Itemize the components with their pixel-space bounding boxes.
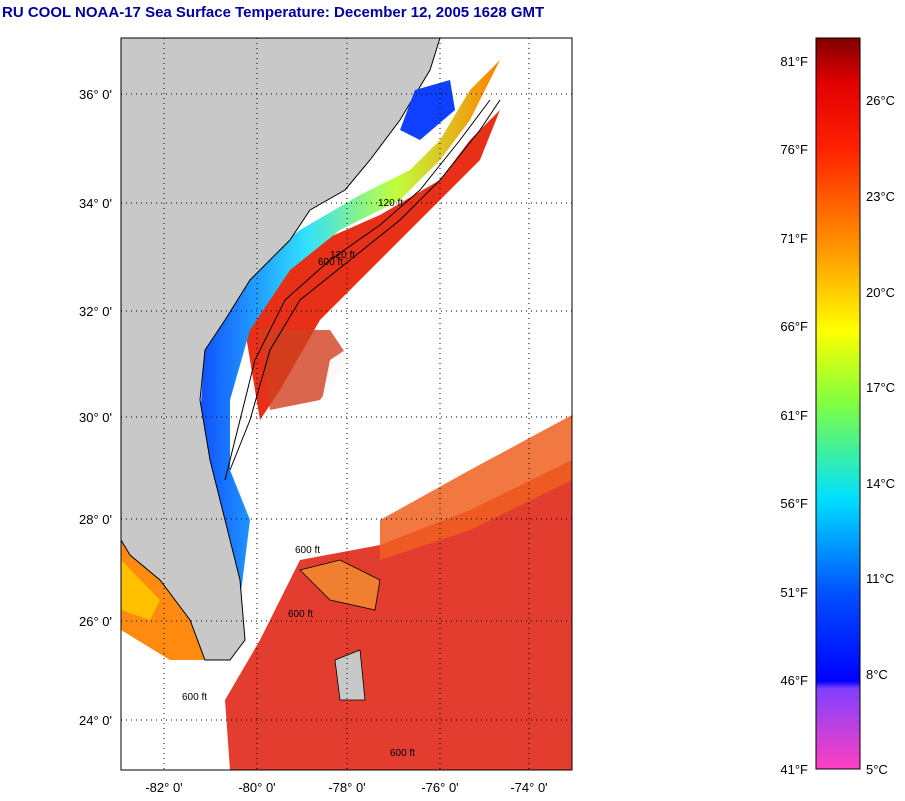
bahamas-bank	[299, 559, 381, 611]
c-label: 5°C	[866, 762, 888, 777]
sst-warm-south	[225, 460, 572, 770]
f-label: 66°F	[780, 319, 808, 334]
map-frame	[120, 37, 573, 771]
contour-label: 120 ft	[378, 198, 403, 209]
graticule	[121, 38, 572, 770]
map-body	[121, 38, 572, 770]
contour-label: 600 ft	[182, 692, 207, 703]
contour-120ft	[224, 99, 491, 481]
f-label: 71°F	[780, 231, 808, 246]
lat-label: 26° 0'	[79, 614, 112, 629]
sst-warm-band	[380, 415, 572, 560]
colorbar-celsius: 26°C 23°C 20°C 17°C 14°C 11°C 8°C 5°C	[866, 93, 895, 777]
lon-label: -76° 0'	[421, 780, 458, 795]
sound-water	[400, 80, 455, 140]
cloud-streak-2	[260, 380, 572, 530]
contour-label: 600 ft	[288, 609, 313, 620]
sst-gulf-edge	[121, 560, 160, 620]
c-label: 8°C	[866, 667, 888, 682]
c-label: 14°C	[866, 476, 895, 491]
c-label: 23°C	[866, 189, 895, 204]
contour-600ft	[229, 99, 501, 471]
lon-label: -74° 0'	[510, 780, 547, 795]
land-mass	[121, 38, 441, 661]
lat-label: 32° 0'	[79, 304, 112, 319]
contour-label: 120 ft	[330, 250, 355, 261]
island	[334, 649, 366, 701]
contour-label: 600 ft	[295, 545, 320, 556]
contour-labels: 120 ft 600 ft 120 ft 600 ft 600 ft 600 f…	[182, 198, 415, 759]
c-label: 11°C	[866, 571, 894, 586]
lon-label: -82° 0'	[145, 780, 182, 795]
lat-label: 30° 0'	[79, 410, 112, 425]
cloud-streak	[310, 220, 572, 460]
lon-label: -78° 0'	[328, 780, 365, 795]
f-label: 61°F	[780, 408, 808, 423]
map-title: RU COOL NOAA-17 Sea Surface Temperature:…	[2, 4, 545, 21]
f-label: 41°F	[780, 762, 808, 777]
lon-label: -80° 0'	[238, 780, 275, 795]
lat-label: 24° 0'	[79, 713, 112, 728]
contour-label: 600 ft	[318, 257, 343, 268]
f-label: 46°F	[780, 673, 808, 688]
colorbar-fahrenheit: 81°F 76°F 71°F 66°F 61°F 56°F 51°F 46°F …	[780, 54, 808, 777]
lat-label: 28° 0'	[79, 512, 112, 527]
c-label: 26°C	[866, 93, 895, 108]
c-label: 17°C	[866, 380, 895, 395]
f-label: 81°F	[780, 54, 808, 69]
f-label: 76°F	[780, 142, 808, 157]
contour-label: 600 ft	[390, 748, 415, 759]
f-label: 56°F	[780, 496, 808, 511]
colorbar	[815, 37, 861, 770]
lat-label: 36° 0'	[79, 87, 112, 102]
f-label: 51°F	[780, 585, 808, 600]
c-label: 20°C	[866, 285, 895, 300]
longitude-labels: -82° 0' -80° 0' -78° 0' -76° 0' -74° 0'	[145, 780, 547, 795]
latitude-labels: 36° 0' 34° 0' 32° 0' 30° 0' 28° 0' 26° 0…	[79, 87, 112, 728]
lat-label: 34° 0'	[79, 196, 112, 211]
